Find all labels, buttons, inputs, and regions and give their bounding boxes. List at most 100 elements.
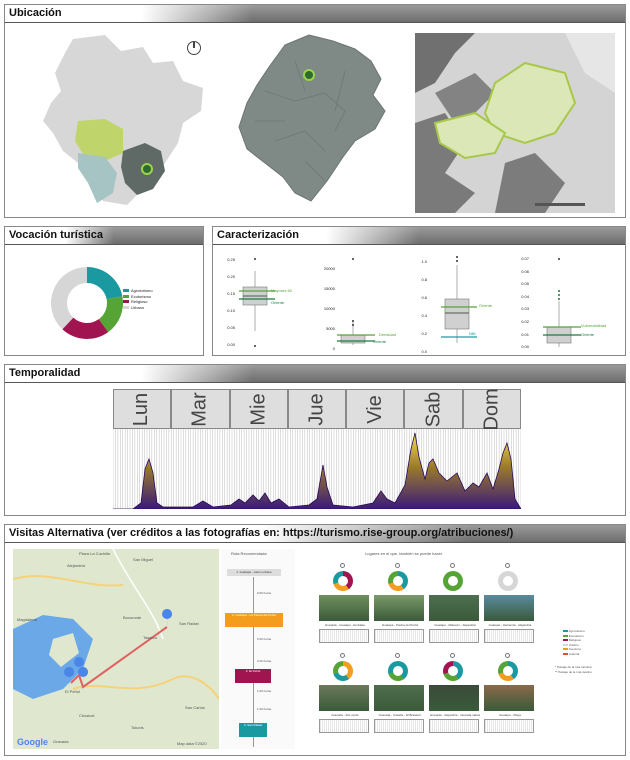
visitas-panel: Visitas Alternativa (ver créditos a las … bbox=[4, 524, 626, 756]
route-time: 0:00 horas bbox=[257, 591, 272, 595]
boxplot-nbi: 1.0 0.8 0.6 0.4 0.2 0.0 Oriente NBI bbox=[413, 251, 513, 354]
place-card[interactable]: Guatapé - Playa bbox=[484, 653, 536, 739]
ubicacion-header: Ubicación bbox=[5, 5, 625, 23]
place-temporal-strip bbox=[319, 719, 369, 733]
route-stop-4: 4. San Rafael bbox=[239, 723, 267, 737]
legend-swatch bbox=[123, 300, 129, 303]
route-time: 0:20 horas bbox=[257, 637, 272, 641]
boxplot-label: Oriente bbox=[581, 332, 595, 337]
place-info-icon[interactable] bbox=[505, 563, 510, 568]
place-photo bbox=[319, 685, 369, 711]
place-caption: Granada - Guatapé - Embalse bbox=[324, 623, 366, 627]
boxplot-label: Vulnerabilidad bbox=[581, 323, 607, 328]
axis-ticks: 1.0 0.8 0.6 0.4 0.2 0.0 bbox=[421, 259, 427, 354]
place-caption: Guatapé - Piedra del Peñol bbox=[381, 623, 419, 627]
legend-item: Agroturismo bbox=[563, 629, 585, 634]
route-map-graphic bbox=[13, 549, 219, 749]
place-card[interactable]: Guatapé - Hacienda - Alejandria bbox=[484, 563, 536, 649]
place-card[interactable]: Guatapé - Malecón - Alejandria bbox=[429, 563, 481, 649]
legend-swatch bbox=[563, 630, 568, 632]
place-temporal-strip bbox=[484, 719, 534, 733]
place-photo bbox=[484, 595, 534, 621]
temporalidad-title: Temporalidad bbox=[9, 367, 81, 379]
donut-slice bbox=[62, 317, 109, 339]
places-gallery: Lugares en el que, también se puede hace… bbox=[305, 549, 621, 749]
day-header-jue: Jue bbox=[287, 389, 347, 429]
visitas-header: Visitas Alternativa (ver créditos a las … bbox=[5, 525, 625, 543]
route-stop-start: 1. Guatapé - casco urbano bbox=[227, 569, 281, 576]
place-vocation-donut bbox=[498, 661, 518, 681]
map-label: El Peñol bbox=[65, 689, 80, 694]
legend-item: Ecoturismo bbox=[123, 294, 153, 300]
day-header-mar: Mar bbox=[171, 389, 230, 429]
legend-swatch bbox=[563, 652, 568, 655]
place-info-icon[interactable] bbox=[395, 653, 400, 658]
place-info-icon[interactable] bbox=[340, 563, 345, 568]
place-card[interactable]: Granada - Río verde bbox=[319, 653, 371, 739]
place-photo bbox=[374, 685, 424, 711]
boxplot-label: Mayores 60 bbox=[271, 288, 292, 293]
legend-swatch bbox=[123, 305, 129, 309]
axis-ticks: 20000 15000 10000 5000 0 bbox=[323, 266, 335, 351]
vocacion-donut-chart bbox=[50, 267, 123, 339]
map-label: Granada bbox=[53, 739, 69, 744]
weekly-chart: Lun Mar Mie Jue Vie Sab Dom bbox=[113, 388, 521, 509]
map-label: Bocoronte bbox=[123, 615, 142, 620]
place-caption: Guatapé - Playa bbox=[499, 713, 521, 717]
place-card[interactable]: Granada - Alejandria - cascada nativa bbox=[429, 653, 481, 739]
place-card[interactable]: Guatapé - Piedra del Peñol bbox=[374, 563, 426, 649]
legend-item: Urbano bbox=[563, 643, 585, 648]
boxplot-label: Oriente bbox=[373, 339, 387, 344]
place-vocation-donut bbox=[388, 571, 408, 591]
boxplot-graphic bbox=[441, 256, 477, 343]
ubicacion-title: Ubicación bbox=[9, 7, 62, 19]
legend-swatch bbox=[563, 648, 568, 650]
google-logo: Google bbox=[17, 737, 48, 747]
gallery-note: ** Paisaje de la ruta destino bbox=[555, 670, 592, 674]
legend-item: Cultural bbox=[563, 652, 585, 657]
map-label: Plaza La Cuchilla bbox=[79, 551, 110, 556]
caracterizacion-header: Caracterización bbox=[213, 227, 625, 245]
place-info-icon[interactable] bbox=[395, 563, 400, 568]
boxplot-label: Oriente bbox=[479, 303, 493, 308]
legend-item: Religioso bbox=[123, 299, 153, 305]
place-vocation-donut bbox=[443, 571, 463, 591]
boxplot-graphic bbox=[239, 258, 275, 347]
gallery-title: Lugares en el que, también se puede hace… bbox=[365, 551, 443, 556]
place-info-icon[interactable] bbox=[450, 653, 455, 658]
caracterizacion-panel: Caracterización 0.25 0.20 0.15 0.10 0.05 0.00… bbox=[212, 226, 626, 356]
route-line bbox=[253, 577, 254, 747]
boxplot-densidad: 20000 15000 10000 5000 0 Densidad Oriente bbox=[317, 251, 413, 351]
boxplot-graphic bbox=[543, 258, 581, 347]
place-photo bbox=[429, 685, 479, 711]
route-time: 1:00 horas bbox=[257, 689, 272, 693]
place-info-icon[interactable] bbox=[450, 563, 455, 568]
donut-slice bbox=[87, 267, 123, 300]
day-header-sab: Sab bbox=[404, 389, 463, 429]
place-card[interactable]: Granada - Guatapé - Embalse bbox=[319, 563, 371, 649]
department-map bbox=[43, 35, 203, 205]
map-label: Magdalena bbox=[17, 617, 37, 622]
legend-swatch bbox=[563, 643, 568, 646]
map-label: San Carlos bbox=[185, 705, 205, 710]
ubicacion-panel: Ubicación bbox=[4, 4, 626, 218]
place-vocation-donut bbox=[443, 661, 463, 681]
place-info-icon[interactable] bbox=[340, 653, 345, 658]
route-time: 0:40 horas bbox=[257, 659, 272, 663]
route-map[interactable]: Plaza La Cuchilla Alejandria San Miguel … bbox=[13, 549, 219, 749]
place-photo bbox=[374, 595, 424, 621]
legend-item: Ecoturismo bbox=[563, 634, 585, 639]
day-header-lun: Lun bbox=[113, 389, 172, 429]
vocacion-legend: Agroturismo Ecoturismo Religioso Urbano bbox=[123, 288, 153, 310]
place-vocation-donut bbox=[388, 661, 408, 681]
map-label: Tokoris bbox=[131, 725, 144, 730]
temporalidad-panel: Temporalidad Lun Mar Mie Jue Vie Sab Dom bbox=[4, 364, 626, 516]
place-temporal-strip bbox=[374, 719, 424, 733]
place-info-icon[interactable] bbox=[505, 653, 510, 658]
legend-item: Aventura bbox=[563, 647, 585, 652]
route-title: Ruta Recomendada bbox=[231, 551, 267, 556]
map-label: Alejandria bbox=[67, 563, 85, 568]
vocacion-panel: Vocación turística Agroturismo Ecoturism… bbox=[4, 226, 204, 356]
place-card[interactable]: Granada - Casabe - El Brasilero bbox=[374, 653, 426, 739]
place-vocation-donut bbox=[333, 571, 353, 591]
